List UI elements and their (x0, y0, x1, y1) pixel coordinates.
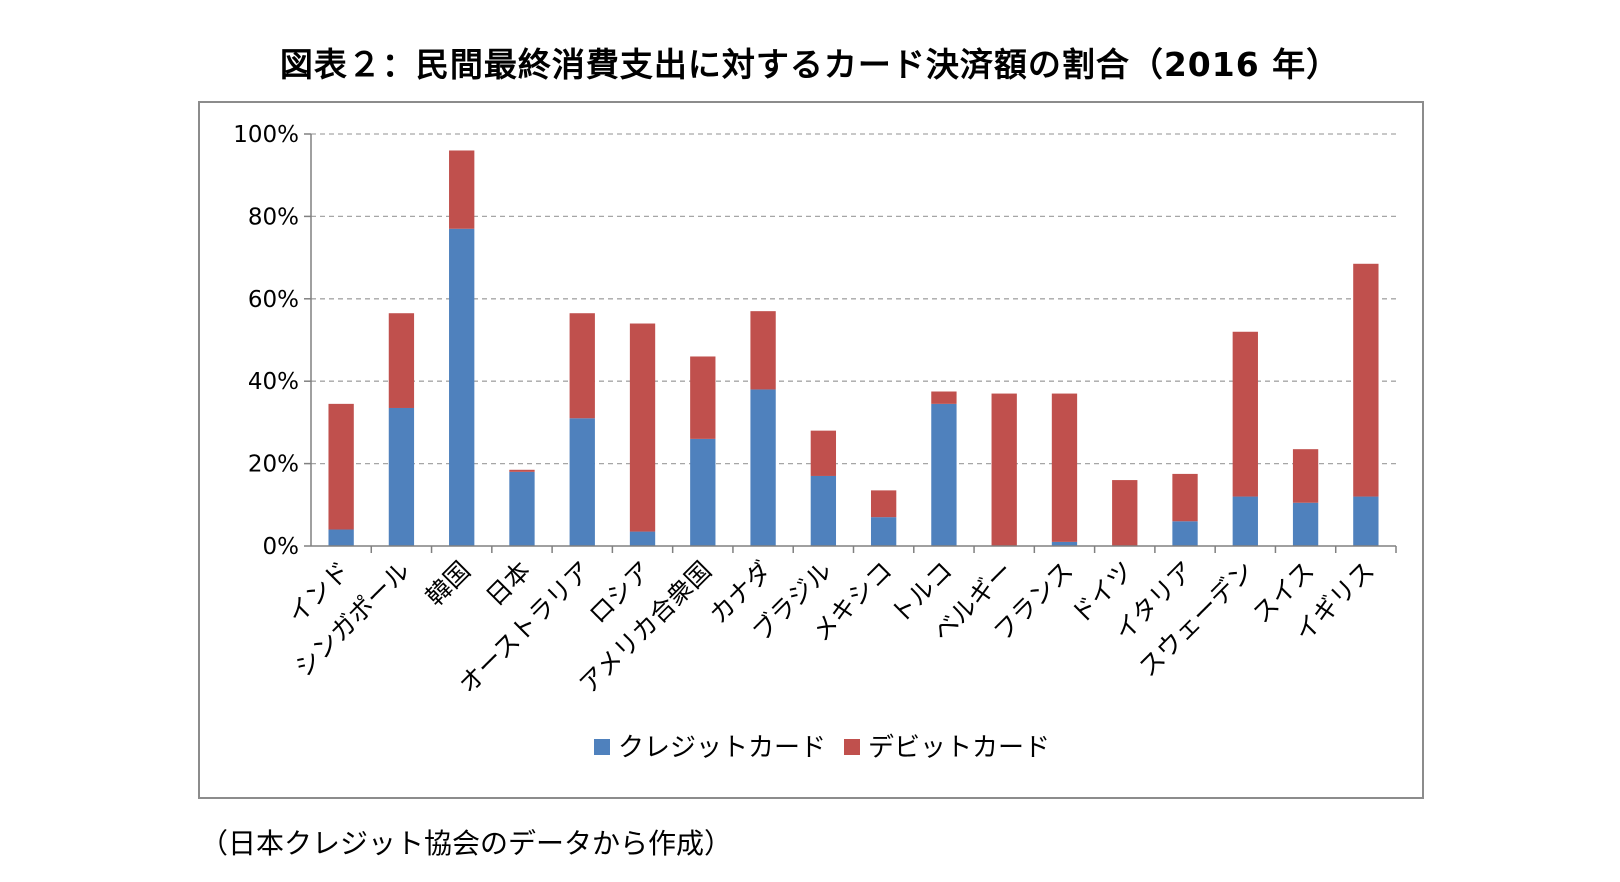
bar-segment-debit (569, 313, 595, 419)
bar-segment-credit (1292, 502, 1319, 546)
bar-segment-debit (328, 403, 354, 530)
bar-segment-debit (388, 313, 415, 408)
bar-segment-debit (1112, 480, 1138, 546)
bar-segment-credit (1353, 496, 1379, 546)
bar-segment-credit (690, 438, 716, 546)
legend-label-debit: デビットカード (868, 733, 1050, 763)
bar-segment-debit (810, 430, 837, 476)
bar-segment-credit (449, 228, 475, 546)
bar-segment-credit (1232, 496, 1258, 546)
legend-label-credit: クレジットカード (618, 733, 826, 763)
y-tick-label: 100% (233, 122, 299, 148)
source-note: （日本クレジット協会のデータから作成） (200, 827, 733, 860)
bar-segment-debit (690, 356, 716, 439)
legend-swatch-debit (844, 739, 860, 755)
bar-segment-debit (1292, 449, 1319, 503)
y-tick-label: 60% (248, 287, 299, 313)
bar-segment-debit (629, 323, 656, 532)
y-tick-label: 40% (248, 369, 299, 395)
bar-segment-debit (991, 393, 1017, 546)
bar-segment-debit (1353, 263, 1379, 497)
bars (328, 150, 1379, 546)
bar-segment-credit (870, 517, 897, 546)
bar-segment-debit (870, 490, 897, 518)
y-tick-label: 80% (248, 204, 299, 230)
legend-swatch-credit (594, 739, 610, 755)
bar-segment-debit (1232, 331, 1258, 497)
bar-segment-debit (1051, 393, 1078, 542)
bar-segment-credit (1051, 541, 1078, 546)
bar-segment-credit (569, 418, 595, 546)
bar-segment-credit (750, 389, 776, 546)
bar-segment-debit (449, 150, 475, 229)
grid-lines (311, 133, 1396, 465)
bar-segment-credit (931, 403, 957, 546)
bar-segment-debit (509, 469, 535, 472)
chart-title: 図表２：民間最終消費支出に対するカード決済額の割合（2016 年） (279, 45, 1341, 84)
bar-segment-credit (1172, 521, 1198, 546)
bar-segment-debit (1172, 473, 1198, 522)
bar-segment-debit (750, 311, 776, 390)
y-tick-label: 0% (263, 534, 300, 560)
bar-segment-credit (629, 531, 656, 546)
x-category-label: 韓国 (420, 556, 476, 612)
bar-segment-credit (509, 471, 535, 546)
y-tick-label: 20% (248, 452, 299, 478)
bar-segment-credit (810, 475, 837, 546)
bar-segment-credit (328, 529, 354, 546)
bar-segment-debit (931, 391, 957, 404)
legend: クレジットカード デビットカード (594, 733, 1050, 763)
bar-segment-credit (388, 407, 415, 546)
